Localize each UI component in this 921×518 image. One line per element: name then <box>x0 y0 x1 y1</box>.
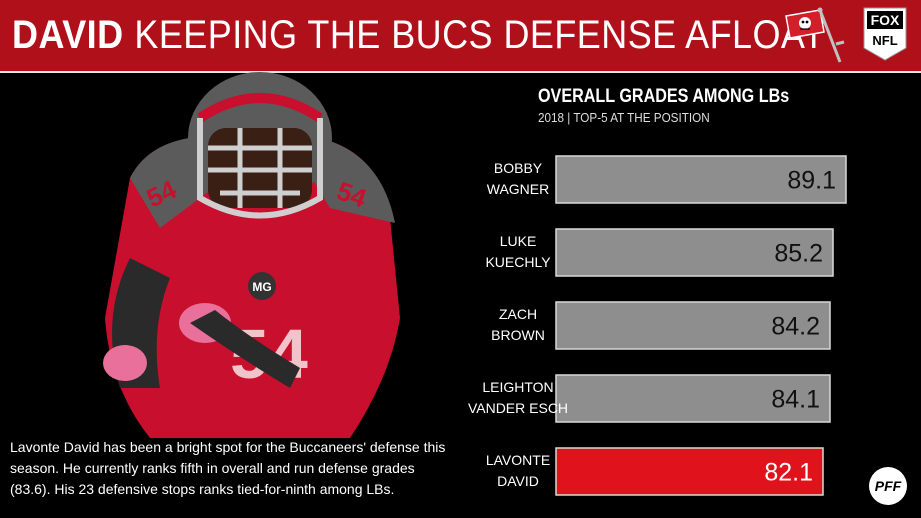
category-label-2-1: BROWN <box>491 327 545 343</box>
chart-subtitle: 2018 | TOP-5 AT THE POSITION <box>538 110 710 125</box>
bar-value-label-0: 89.1 <box>787 167 836 195</box>
category-label-0-0: BOBBY <box>494 160 543 176</box>
fox-logo-text-fox: FOX <box>871 12 900 28</box>
fox-logo-text-nfl: NFL <box>872 33 897 48</box>
header-banner: DAVID KEEPING THE BUCS DEFENSE AFLOAT FOX… <box>0 0 921 73</box>
buccaneers-logo <box>785 7 845 63</box>
bar-2 <box>555 301 831 350</box>
category-label-1-1: KUECHLY <box>485 254 551 270</box>
caption-line-3: (83.6). His 23 defensive stops ranks tie… <box>10 481 395 497</box>
caption-line-2: season. He currently ranks fifth in over… <box>10 460 415 476</box>
bar-value-label-3: 84.1 <box>771 386 820 414</box>
svg-text:PFF: PFF <box>875 478 902 494</box>
bar-4 <box>555 447 824 496</box>
svg-text:MG: MG <box>252 280 271 294</box>
headline-text: KEEPING THE BUCS DEFENSE AFLOAT <box>134 13 826 57</box>
fox-nfl-logo: FOX NFL <box>863 7 907 61</box>
player-photo: 54 54 54 MG <box>103 72 400 438</box>
pff-logo: PFF <box>869 467 907 505</box>
chart-title: OVERALL GRADES AMONG LBs <box>538 86 790 107</box>
bar-1 <box>555 228 834 277</box>
headline-player-name: DAVID <box>12 13 124 57</box>
bar-value-label-1: 85.2 <box>774 240 823 268</box>
bar-value-label-4: 82.1 <box>764 459 813 487</box>
caption-line-1: Lavonte David has been a bright spot for… <box>10 439 446 455</box>
category-label-0-1: WAGNER <box>487 181 549 197</box>
category-label-3-1: VANDER ESCH <box>468 400 568 416</box>
bar-value-label-2: 84.2 <box>771 313 820 341</box>
bar-3 <box>555 374 831 423</box>
headline: DAVID KEEPING THE BUCS DEFENSE AFLOAT <box>12 10 825 60</box>
caption: Lavonte David has been a bright spot for… <box>10 437 450 500</box>
category-label-4-0: LAVONTE <box>486 452 550 468</box>
category-label-1-0: LUKE <box>500 233 537 249</box>
bar-0 <box>555 155 847 204</box>
category-label-3-0: LEIGHTON <box>482 379 553 395</box>
category-label-2-0: ZACH <box>499 306 537 322</box>
category-label-4-1: DAVID <box>497 473 539 489</box>
